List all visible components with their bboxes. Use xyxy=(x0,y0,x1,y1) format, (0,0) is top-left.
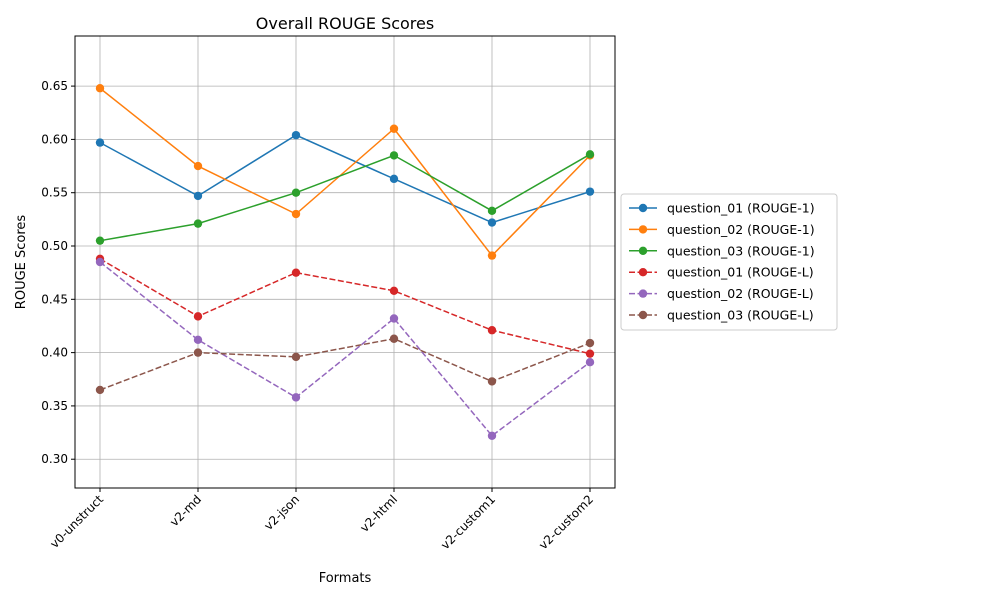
legend: question_01 (ROUGE-1) question_02 (ROUGE-… xyxy=(620,193,838,331)
data-point xyxy=(389,314,399,323)
grid-layer xyxy=(75,36,615,488)
y-tick-label: 0.30 xyxy=(41,452,68,466)
legend-label: question_01 (ROUGE-L) xyxy=(667,265,814,280)
chart-title: Overall ROUGE Scores xyxy=(256,14,434,33)
legend-item: question_03 (ROUGE-L) xyxy=(629,308,814,323)
data-point xyxy=(193,161,203,171)
data-point xyxy=(389,124,399,133)
series-1 xyxy=(95,130,595,227)
series-line xyxy=(99,258,591,355)
series-6 xyxy=(95,334,595,395)
data-point xyxy=(193,312,203,321)
series-4 xyxy=(95,254,595,358)
legend-label: question_02 (ROUGE-L) xyxy=(667,286,814,301)
y-tick-label: 0.55 xyxy=(41,186,68,200)
axis-layer: v0-unstruct v2-md v2-json v2-html v2-custom1… xyxy=(41,79,596,552)
legend-item: question_02 (ROUGE-1) xyxy=(629,222,815,237)
data-point xyxy=(389,286,399,295)
data-point xyxy=(487,251,497,260)
legend-item: question_03 (ROUGE-1) xyxy=(629,243,815,258)
data-point xyxy=(291,352,301,362)
data-point xyxy=(291,130,301,140)
data-point xyxy=(95,138,105,147)
y-tick-label: 0.35 xyxy=(41,399,68,413)
x-tick-label: v2-json xyxy=(261,492,302,533)
series-line xyxy=(99,87,591,257)
data-point xyxy=(487,206,497,216)
series-line xyxy=(99,337,591,391)
series-line xyxy=(99,261,591,437)
data-point xyxy=(291,188,301,197)
data-point xyxy=(193,191,203,201)
data-point xyxy=(193,348,203,357)
legend-item: question_01 (ROUGE-1) xyxy=(629,201,815,216)
legend-item: question_02 (ROUGE-L) xyxy=(629,286,814,301)
legend-marker xyxy=(638,225,648,234)
legend-marker xyxy=(638,246,648,255)
data-point xyxy=(585,349,595,358)
data-point xyxy=(291,209,301,219)
x-tick-label: v2-custom2 xyxy=(536,492,596,552)
y-tick-label: 0.50 xyxy=(41,239,68,253)
y-tick-label: 0.40 xyxy=(41,346,68,360)
y-tick-label: 0.65 xyxy=(41,79,68,93)
series-line xyxy=(99,134,591,224)
y-tick-label: 0.45 xyxy=(41,292,68,306)
legend-marker xyxy=(638,310,648,320)
legend-marker xyxy=(638,203,648,213)
data-point xyxy=(193,219,203,228)
data-point xyxy=(95,257,105,267)
data-point xyxy=(95,84,105,93)
x-tick-label: v2-html xyxy=(357,492,400,535)
y-tick-label: 0.60 xyxy=(41,132,68,146)
legend-marker xyxy=(638,289,648,298)
series-layer xyxy=(95,84,595,440)
series-2 xyxy=(95,84,595,260)
x-axis-label: Formats xyxy=(319,571,372,586)
data-point xyxy=(487,431,497,440)
series-3 xyxy=(95,150,595,245)
data-point xyxy=(389,174,399,184)
legend-marker xyxy=(638,268,648,277)
data-point xyxy=(95,385,105,395)
series-line xyxy=(99,153,591,242)
legend-label: question_03 (ROUGE-1) xyxy=(667,243,815,258)
data-point xyxy=(487,218,497,227)
data-point xyxy=(585,187,595,196)
legend-box xyxy=(620,193,838,331)
legend-label: question_02 (ROUGE-1) xyxy=(667,222,815,237)
legend-label: question_01 (ROUGE-1) xyxy=(667,201,815,216)
data-point xyxy=(95,236,105,245)
data-point xyxy=(585,338,595,348)
legend-label: question_03 (ROUGE-L) xyxy=(667,308,814,323)
x-tick-label: v2-md xyxy=(167,492,204,529)
x-tick-label: v2-custom1 xyxy=(438,492,498,552)
x-tick-label: v0-unstruct xyxy=(47,492,106,551)
y-axis-label: ROUGE Scores xyxy=(14,215,29,310)
data-point xyxy=(389,151,399,160)
data-point xyxy=(585,358,595,367)
data-point xyxy=(487,377,497,386)
series-5 xyxy=(95,257,595,440)
legend-item: question_01 (ROUGE-L) xyxy=(629,265,814,280)
data-point xyxy=(291,393,301,402)
data-point xyxy=(291,268,301,277)
data-point xyxy=(193,335,203,345)
data-point xyxy=(389,334,399,343)
data-point xyxy=(487,326,497,335)
plot-frame xyxy=(74,35,616,489)
data-point xyxy=(585,150,595,159)
